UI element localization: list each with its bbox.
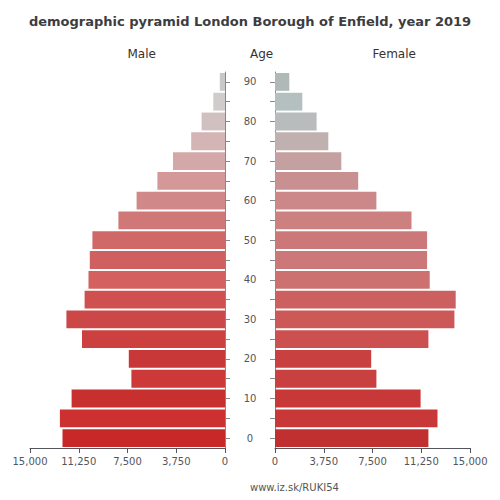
svg-text:0: 0 (247, 433, 253, 444)
svg-text:20: 20 (244, 353, 257, 364)
svg-text:50: 50 (244, 235, 257, 246)
svg-text:0: 0 (222, 456, 228, 467)
svg-text:7,500: 7,500 (113, 456, 142, 467)
svg-text:3,750: 3,750 (309, 456, 338, 467)
svg-text:60: 60 (244, 195, 257, 206)
svg-text:0: 0 (272, 456, 278, 467)
svg-text:40: 40 (244, 274, 257, 285)
svg-text:Age: Age (250, 47, 273, 61)
svg-text:11,250: 11,250 (61, 456, 96, 467)
svg-text:11,250: 11,250 (404, 456, 439, 467)
svg-text:Male: Male (127, 47, 155, 61)
svg-text:www.iz.sk/RUKI54: www.iz.sk/RUKI54 (250, 482, 339, 493)
svg-text:demographic pyramid London Bor: demographic pyramid London Borough of En… (29, 14, 471, 29)
svg-text:7,500: 7,500 (358, 456, 387, 467)
svg-text:80: 80 (244, 116, 257, 127)
svg-text:90: 90 (244, 76, 257, 87)
svg-text:3,750: 3,750 (162, 456, 191, 467)
svg-text:15,000: 15,000 (13, 456, 48, 467)
svg-text:10: 10 (244, 393, 257, 404)
svg-text:30: 30 (244, 314, 257, 325)
svg-text:70: 70 (244, 156, 257, 167)
svg-text:Female: Female (372, 47, 415, 61)
svg-text:15,000: 15,000 (453, 456, 488, 467)
